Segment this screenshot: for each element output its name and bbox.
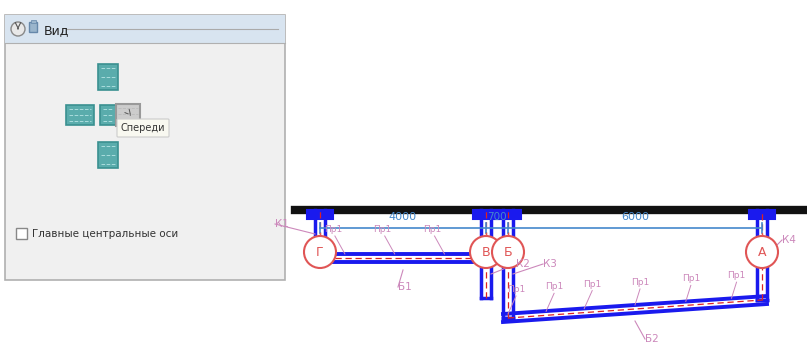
Text: К3: К3 [543,259,557,269]
Bar [473,210,499,219]
Text: Спереди: Спереди [121,123,165,133]
Text: Б1: Б1 [398,282,412,292]
Text: Пр1: Пр1 [545,282,563,291]
Text: Пр1: Пр1 [583,280,601,289]
Bar [31,20,36,23]
Bar [307,210,333,219]
Text: Б2: Б2 [645,334,659,344]
Bar [29,22,37,32]
Text: Пр1: Пр1 [324,225,342,234]
Text: 700: 700 [487,212,507,222]
Circle shape [746,236,778,268]
Text: К2: К2 [516,259,530,269]
Text: Вид: Вид [44,25,69,37]
Text: Пр1: Пр1 [374,225,392,234]
FancyBboxPatch shape [117,119,169,137]
Circle shape [492,236,524,268]
Text: К1: К1 [275,219,289,229]
Bar [16,228,27,239]
Text: 6000: 6000 [621,212,649,222]
Text: А: А [758,245,767,259]
Text: Пр1: Пр1 [507,285,525,294]
Bar [100,105,116,125]
Text: Главные центральные оси: Главные центральные оси [32,229,178,239]
Bar [98,64,118,90]
Text: В: В [482,245,491,259]
Text: Б: Б [504,245,512,259]
Bar [495,210,521,219]
Text: Пр1: Пр1 [682,274,700,284]
Text: К4: К4 [782,235,796,245]
Text: Пр1: Пр1 [727,271,746,280]
Bar [5,15,285,43]
Circle shape [470,236,502,268]
Circle shape [11,22,25,36]
Bar [66,105,94,125]
Bar [116,104,140,126]
Circle shape [304,236,336,268]
Text: 4000: 4000 [389,212,417,222]
Bar [98,142,118,168]
Bar [749,210,775,219]
Bar [5,15,285,280]
Text: Г: Г [316,245,324,259]
Text: Пр1: Пр1 [424,225,441,234]
Text: Пр1: Пр1 [631,278,649,287]
